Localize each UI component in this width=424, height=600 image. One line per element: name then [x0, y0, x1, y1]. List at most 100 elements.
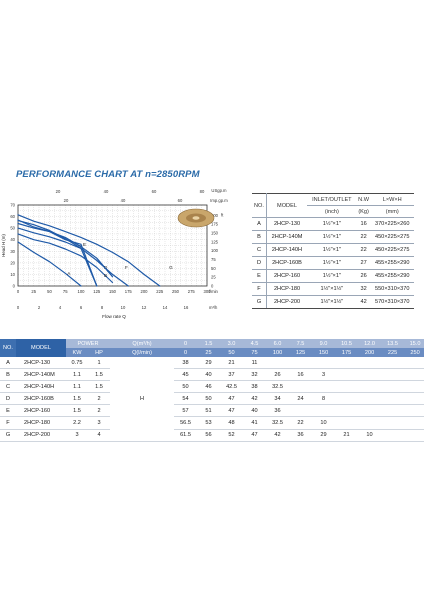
- ft-tick-label: 75: [211, 257, 216, 262]
- ft-unit-label: ft: [221, 212, 224, 217]
- head-value: 51: [197, 404, 221, 418]
- spec-table: NO. MODEL INLET/OUTLET N.W L×W×H (inch) …: [252, 193, 414, 309]
- spec-cell: 42: [356, 295, 371, 309]
- head-value: 32.5: [266, 416, 290, 430]
- series-line-c: [17, 227, 98, 287]
- spec-cell: 2HCP-130: [266, 217, 307, 231]
- row-model: 2HCP-130: [16, 357, 66, 370]
- lmin-tick-label: 0: [17, 289, 20, 294]
- head-value: 50: [174, 380, 198, 394]
- spec-cell: 2HCP-140M: [266, 230, 307, 244]
- ft-tick-label: 175: [211, 222, 219, 227]
- top-tick-label: 60: [152, 189, 157, 194]
- row-model: 2HCP-160: [16, 404, 66, 418]
- head-value: 45: [174, 368, 198, 382]
- head-value: [312, 357, 336, 370]
- head-value: 42: [266, 429, 290, 442]
- impgpm-tick-label: 60: [178, 198, 183, 203]
- spec-cell: D: [252, 256, 267, 270]
- x-tick-label: 4: [59, 305, 62, 310]
- row-model: 2HCP-140H: [16, 380, 66, 394]
- spec-unit: (Kg): [356, 205, 371, 218]
- impgpm-tick-label: 20: [64, 198, 69, 203]
- y-tick-label: 60: [10, 214, 15, 219]
- head-value: [381, 380, 405, 394]
- x-tick-label: 10: [121, 305, 126, 310]
- row-kw: 0.75: [66, 357, 88, 370]
- top-tick-label: 20: [56, 189, 61, 194]
- plot-frame: [17, 204, 208, 287]
- head-value: [358, 368, 382, 382]
- col-header-flow: 15.0: [404, 339, 424, 348]
- col-header-sub: HP: [88, 348, 111, 357]
- table-row: F 2HCP-180 2.2 3 56.5 53 48 41 32.5 22 10: [0, 416, 424, 430]
- col-header-sub: 200: [358, 348, 382, 357]
- head-value: [381, 357, 405, 370]
- head-value: 47: [220, 392, 244, 406]
- head-value: [335, 368, 359, 382]
- spec-row: G 2HCP-200 1½"×1½" 42 570×310×370: [252, 295, 414, 309]
- head-value: [289, 380, 313, 394]
- row-kw: 1.5: [66, 392, 88, 406]
- x-tick-label: 0: [17, 305, 20, 310]
- col-header-flow: 1.5: [197, 339, 221, 348]
- y-axis-label: Head H (m): [1, 234, 6, 257]
- ft-tick-label: 0: [211, 284, 214, 289]
- spec-cell: 2HCP-200: [266, 295, 307, 309]
- head-value: [335, 404, 359, 418]
- spec-cell: 450×225×275: [370, 243, 414, 257]
- lmin-tick-label: 25: [31, 289, 36, 294]
- table-row: B 2HCP-140M 1.1 1.5 45 40 37 32 26 16 3: [0, 368, 424, 382]
- spec-cell: 455×255×290: [370, 256, 414, 270]
- spec-cell: 1½"×1½": [307, 295, 357, 309]
- spec-cell: 455×255×290: [370, 269, 414, 283]
- head-value: 10: [358, 429, 382, 442]
- table-row: C 2HCP-140H 1.1 1.5 50 46 42.5 38 32.5: [0, 380, 424, 394]
- head-value: [358, 404, 382, 418]
- spec-cell: E: [252, 269, 267, 283]
- head-value: 11: [243, 357, 267, 370]
- head-value: 57: [174, 404, 198, 418]
- head-value: 46: [197, 380, 221, 394]
- head-value: 10: [312, 416, 336, 430]
- ft-tick-label: 100: [211, 248, 219, 253]
- row-hp: 3: [88, 416, 111, 430]
- col-header-flow: 12.0: [358, 339, 382, 348]
- spec-cell: 26: [356, 269, 371, 283]
- spec-row: E 2HCP-160 1½"×1" 26 455×255×290: [252, 269, 414, 283]
- series-label-c: C: [78, 244, 82, 249]
- col-header-sub: 150: [312, 348, 336, 357]
- spec-cell: F: [252, 282, 267, 296]
- head-value: 3: [312, 368, 336, 382]
- x-tick-label: 6: [80, 305, 83, 310]
- x-tick-label: 12: [142, 305, 147, 310]
- row-no: A: [0, 357, 16, 370]
- col-header-sub: 0: [174, 348, 198, 357]
- y-tick-label: 20: [10, 260, 15, 265]
- head-value: [335, 357, 359, 370]
- y-tick-label: 70: [10, 203, 15, 208]
- head-value: [335, 380, 359, 394]
- head-value: 21: [220, 357, 244, 370]
- ft-tick-label: 50: [211, 266, 216, 271]
- col-header-sub: 100: [266, 348, 290, 357]
- page-title: PERFORMANCE CHART AT n=2850RPM: [16, 169, 200, 180]
- head-value: 32.5: [266, 380, 290, 394]
- head-value: 34: [266, 392, 290, 406]
- spec-cell: C: [252, 243, 267, 257]
- head-value: 52: [220, 429, 244, 442]
- col-header-flow: 7.5: [289, 339, 313, 348]
- col-header-sub: KW: [66, 348, 88, 357]
- series-line-d: [17, 222, 114, 278]
- spec-row: C 2HCP-140H 1½"×1" 22 450×225×275: [252, 243, 414, 257]
- ft-tick-label: 125: [211, 239, 219, 244]
- lmin-tick-label: 175: [125, 289, 133, 294]
- lmin-tick-label: 100: [78, 289, 86, 294]
- spec-cell: 2HCP-140H: [266, 243, 307, 257]
- spec-cell: 1½"×1": [307, 269, 357, 283]
- lmin-tick-label: 300: [204, 289, 212, 294]
- series-label-a: A: [67, 271, 71, 276]
- x-axis-label: Flow rate Q: [102, 314, 126, 319]
- y-tick-label: 0: [13, 284, 16, 289]
- y-tick-label: 10: [10, 272, 15, 277]
